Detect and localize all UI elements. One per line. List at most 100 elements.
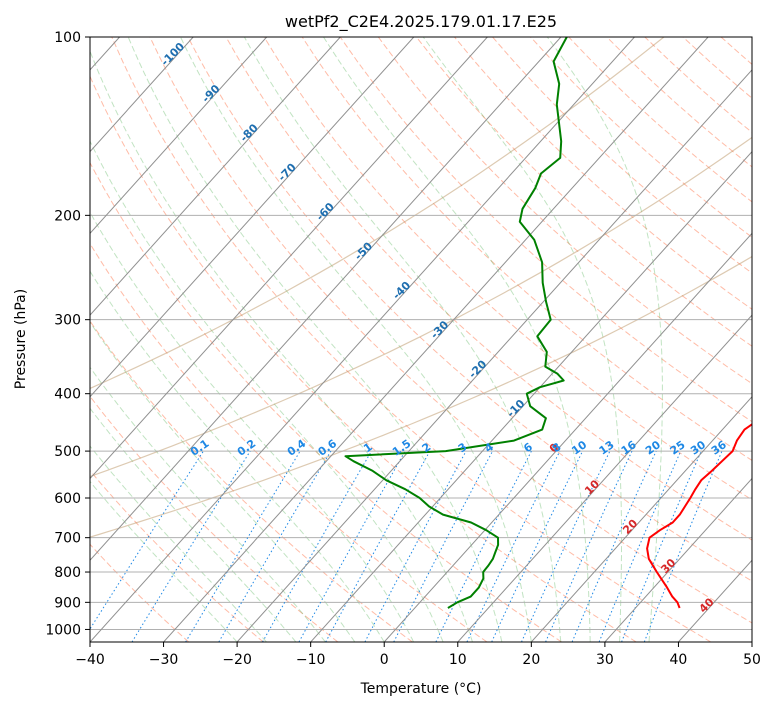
- mixing-ratio-line: [571, 450, 657, 642]
- x-tick-label: −20: [222, 652, 252, 668]
- y-tick-label: 500: [54, 444, 81, 460]
- y-tick-label: 900: [54, 595, 81, 611]
- isotherm-label: -60: [314, 200, 337, 223]
- x-tick-label: 20: [522, 652, 540, 668]
- isotherm-label: 20: [620, 517, 640, 537]
- y-axis-title: Pressure (hPa): [13, 289, 29, 389]
- temperature-profile-line: [646, 423, 752, 609]
- x-axis: −40 −30 −20 −10 0 10 20 30 40 50: [75, 642, 761, 668]
- moist-adiabat: [90, 49, 473, 642]
- mixing-ratio-label: 0.1: [188, 437, 211, 459]
- mixing-ratio-label: 13: [597, 438, 617, 457]
- mixing-ratio-line: [435, 450, 532, 642]
- mixing-ratio-line: [491, 450, 584, 642]
- dry-adiabat: [416, 37, 752, 347]
- x-axis-title: Temperature (°C): [360, 681, 482, 697]
- mixing-ratio-line: [131, 450, 251, 642]
- mixing-ratio-line: [262, 450, 372, 642]
- dry-adiabat: [339, 37, 752, 423]
- x-tick-label: 0: [380, 652, 389, 668]
- moist-adiabat: [90, 366, 326, 642]
- reference-arc: [90, 136, 752, 478]
- y-tick-label: 300: [54, 313, 81, 329]
- mixing-ratio-line: [364, 450, 467, 642]
- y-axis: 100 200 300 400 500 600 700 800 900 1000: [45, 30, 90, 638]
- background-lines: [90, 37, 752, 642]
- moist-adiabat: [323, 37, 591, 642]
- skewed-isotherms: [90, 37, 752, 642]
- dry-adiabat: [90, 75, 637, 642]
- moist-adiabat: [90, 321, 356, 642]
- moist-adiabat: [422, 37, 622, 642]
- x-tick-label: 40: [670, 652, 688, 668]
- isotherm-label: -80: [238, 121, 261, 144]
- isotherm-label: 10: [582, 477, 602, 497]
- mixing-ratio-label: 4: [482, 440, 496, 455]
- isotherm-label: -70: [276, 161, 299, 184]
- reference-arc: [90, 37, 665, 390]
- moist-adiabat: [90, 270, 385, 642]
- dry-adiabat: [606, 37, 752, 168]
- skewed-isotherm: [383, 232, 752, 642]
- isotherm-label: 40: [697, 595, 717, 615]
- chart-title: wetPf2_C2E4.2025.179.01.17.E25: [285, 12, 557, 32]
- moist-adiabat: [546, 37, 663, 642]
- isotherm-label: -50: [352, 239, 375, 262]
- dewpoint-profile-line: [344, 37, 568, 609]
- isotherm-label: -20: [466, 357, 489, 380]
- dry-adiabat: [90, 161, 562, 642]
- isotherm-label: -100: [158, 40, 187, 69]
- y-tick-label: 200: [54, 208, 81, 224]
- skewed-isotherm: [310, 150, 752, 642]
- mixing-ratio-line: [598, 450, 682, 642]
- mixing-ratio-line: [621, 450, 702, 642]
- skewed-isotherm: [90, 37, 194, 153]
- mixing-ratio-label: 30: [688, 438, 708, 458]
- x-tick-label: −40: [75, 652, 105, 668]
- dry-adiabat: [111, 37, 712, 642]
- mixing-ratio-label: 10: [569, 438, 589, 458]
- moist-adiabat: [243, 37, 562, 642]
- dry-adiabat: [682, 37, 752, 99]
- x-tick-label: −30: [149, 652, 179, 668]
- skewed-isotherm: [604, 477, 752, 642]
- skewed-isotherm: [90, 37, 635, 642]
- mixing-ratio-labels: 0.1 0.2 0.4 0.6 1 1.5 2 3 4 6 8 10 13 16 20 25 30 36: [188, 437, 729, 459]
- mixing-ratio-label: 25: [668, 438, 688, 457]
- mixing-ratio-label: 0.2: [235, 437, 258, 459]
- isotherm-label: -90: [199, 82, 222, 105]
- dry-adiabat: [225, 37, 752, 541]
- x-tick-label: 10: [449, 652, 467, 668]
- mixing-ratio-line: [466, 450, 561, 642]
- mixing-ratio-line: [325, 450, 431, 642]
- mixing-ratio-label: 6: [521, 440, 535, 455]
- skewed-isotherm: [678, 559, 752, 642]
- dry-adiabat: [149, 37, 752, 624]
- y-tick-label: 800: [54, 565, 81, 581]
- skewed-isotherm: [90, 37, 488, 480]
- dry-adiabat: [90, 242, 488, 642]
- skewed-isotherm: [163, 37, 709, 642]
- mixing-ratio-line: [643, 450, 723, 642]
- moist-adiabat: [90, 407, 297, 642]
- mixing-ratio-line: [545, 450, 633, 642]
- dry-adiabat: [263, 37, 752, 501]
- y-tick-label: 1000: [45, 622, 81, 638]
- x-tick-label: 50: [743, 652, 761, 668]
- moist-adiabat: [90, 445, 267, 642]
- skewed-isotherm: [90, 37, 341, 316]
- y-tick-label: 400: [54, 387, 81, 403]
- isotherm-label: 30: [658, 556, 678, 576]
- sounding-profiles: [344, 37, 752, 609]
- skewed-isotherm: [90, 37, 562, 561]
- x-tick-label: 30: [596, 652, 614, 668]
- dry-adiabat: [90, 395, 339, 642]
- dry-adiabat: [530, 37, 752, 238]
- mixing-ratio-label: 1.5: [390, 437, 413, 459]
- mixing-ratio-line: [298, 450, 406, 642]
- y-tick-label: 700: [54, 531, 81, 547]
- moist-adiabat: [127, 37, 503, 642]
- isotherm-label: -40: [390, 279, 413, 302]
